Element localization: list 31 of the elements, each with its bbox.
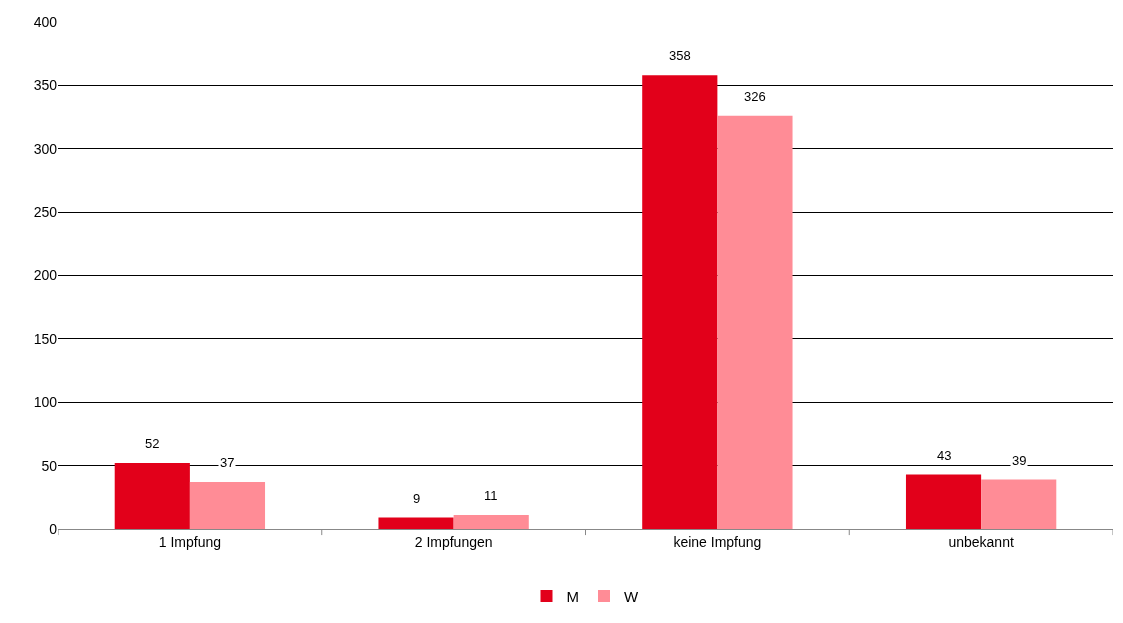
y-tick-label: 100 (33, 394, 58, 411)
bar (717, 115, 793, 529)
data-label: 11 (484, 488, 498, 503)
bar (642, 75, 718, 529)
bar (114, 463, 190, 529)
data-label: 37 (220, 455, 235, 470)
data-label: 358 (669, 48, 691, 63)
bar (905, 474, 982, 529)
y-tick-label: 250 (33, 204, 58, 221)
y-tick-label: 300 (33, 140, 58, 157)
data-label: 52 (145, 436, 160, 451)
y-tick-label: 350 (33, 77, 58, 94)
x-tick-label: unbekannt (948, 533, 1014, 550)
bar (189, 482, 266, 529)
x-tick-label: 2 Impfungen (414, 533, 493, 550)
x-tick-label: 1 Impfung (158, 533, 222, 550)
legend-label: W (624, 587, 639, 605)
bar (453, 515, 529, 529)
y-tick-label: 0 (49, 520, 58, 537)
data-label: 39 (1012, 453, 1027, 468)
bar (981, 479, 1057, 529)
data-label: 9 (413, 491, 421, 506)
legend-label: M (566, 587, 579, 605)
data-label: 43 (937, 448, 952, 463)
x-tick-label: keine Impfung (673, 533, 762, 550)
bar (378, 517, 454, 529)
data-label: 326 (744, 89, 766, 104)
y-tick-label: 400 (33, 13, 58, 30)
y-tick-label: 150 (33, 330, 58, 347)
y-tick-label: 200 (33, 267, 58, 284)
y-tick-label: 50 (41, 457, 58, 474)
